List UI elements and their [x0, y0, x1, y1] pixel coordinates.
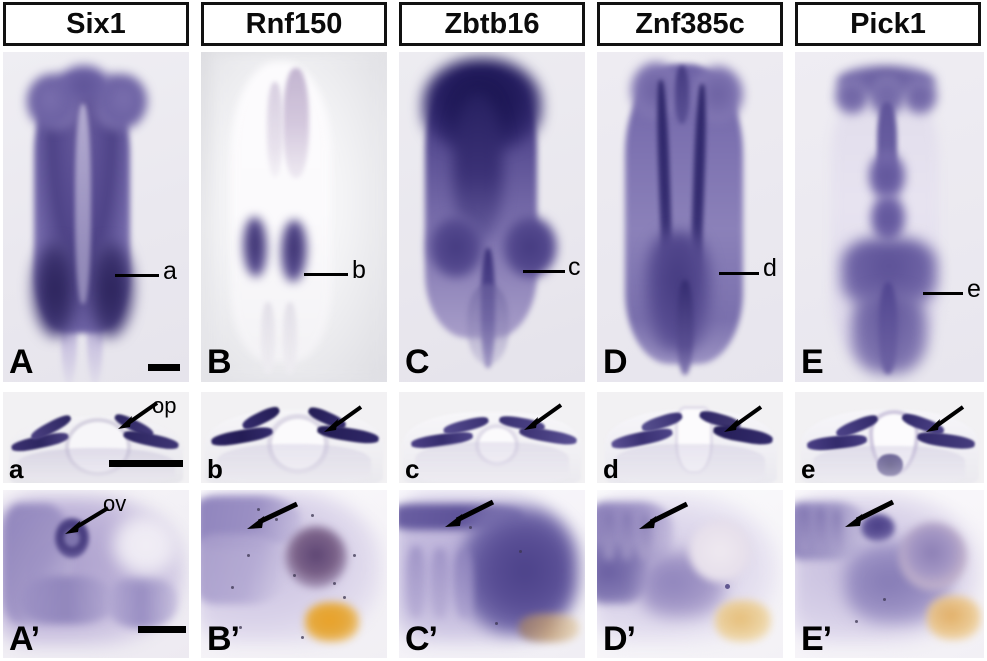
head-image: [795, 490, 984, 658]
arrow-icon: [118, 401, 159, 429]
scale-bar-A: [148, 364, 180, 371]
panel-letter-B: B: [207, 343, 232, 381]
panel-Bprime-rnf150-lateral: B’: [201, 490, 387, 658]
panel-E-pick1-dorsal: e E: [795, 52, 984, 382]
embryo-image: [597, 52, 783, 382]
scale-bar-a: [109, 460, 183, 467]
panel-letter-Cprime: C’: [405, 620, 438, 658]
panel-Dprime-znf385c-lateral: D’: [597, 490, 783, 658]
arrow-icon: [524, 403, 563, 430]
panel-letter-C: C: [405, 343, 430, 381]
panel-letter-E: E: [801, 343, 824, 381]
panel-letter-Aprime: A’: [9, 620, 40, 658]
head-image: [399, 490, 585, 658]
embryo-image: [795, 52, 984, 382]
panel-letter-Dprime: D’: [603, 620, 636, 658]
panel-Cprime-zbtb16-lateral: C’: [399, 490, 585, 658]
callout-label-c: c: [568, 253, 581, 281]
arrow-icon: [845, 499, 895, 527]
gene-label: Six1: [66, 7, 126, 40]
panel-Aprime-six1-lateral: ov A’: [3, 490, 189, 658]
leader-line-b: [304, 273, 348, 276]
arrow-icon: [445, 499, 495, 527]
panel-D-znf385c-dorsal: d D: [597, 52, 783, 382]
arrow-icon: [639, 501, 689, 529]
scale-bar-Aprime: [138, 626, 186, 633]
gene-header-rnf150: Rnf150: [201, 2, 387, 46]
panel-letter-Bprime: B’: [207, 620, 240, 658]
callout-label-b: b: [352, 256, 366, 284]
leader-line-c: [523, 270, 565, 273]
annotation-op: op: [152, 393, 177, 418]
panel-A-six1-dorsal: a A: [3, 52, 189, 382]
gene-label: Zbtb16: [444, 7, 540, 40]
panel-letter-c: c: [405, 454, 420, 483]
panel-letter-e: e: [801, 454, 816, 483]
head-image: [201, 490, 387, 658]
panel-letter-b: b: [207, 454, 223, 483]
panel-Eprime-pick1-lateral: E’: [795, 490, 984, 658]
callout-label-e: e: [967, 275, 981, 303]
leader-line-d: [719, 272, 759, 275]
head-image: [3, 490, 189, 658]
leader-line-a: [115, 274, 159, 277]
panel-C-zbtb16-dorsal: c C: [399, 52, 585, 382]
arrow-icon: [247, 501, 299, 529]
head-image: [597, 490, 783, 658]
embryo-image: [3, 52, 189, 382]
panel-letter-Eprime: E’: [801, 620, 832, 658]
panel-B-rnf150-dorsal: b B: [201, 52, 387, 382]
section-image: [795, 392, 984, 483]
leader-line-e: [923, 292, 963, 295]
arrow-icon: [724, 405, 763, 432]
gene-header-pick1: Pick1: [795, 2, 981, 46]
gene-header-zbtb16: Zbtb16: [399, 2, 585, 46]
panel-letter-D: D: [603, 343, 628, 381]
panel-letter-a: a: [9, 454, 24, 483]
section-image: [399, 392, 585, 483]
gene-header-six1: Six1: [3, 2, 189, 46]
panel-e-pick1-section: e: [795, 392, 984, 483]
panel-b-rnf150-section: b: [201, 392, 387, 483]
gene-label: Pick1: [850, 7, 926, 40]
panel-letter-d: d: [603, 454, 619, 483]
gene-label: Rnf150: [245, 7, 343, 40]
callout-label-d: d: [763, 254, 777, 282]
arrow-icon: [324, 405, 363, 432]
panel-a-six1-section: op a: [3, 392, 189, 483]
embryo-image: [399, 52, 585, 382]
section-image: [201, 392, 387, 483]
section-image: [597, 392, 783, 483]
panel-d-znf385c-section: d: [597, 392, 783, 483]
panel-letter-A: A: [9, 343, 34, 381]
callout-label-a: a: [163, 257, 177, 285]
gene-label: Znf385c: [635, 7, 745, 40]
gene-header-znf385c: Znf385c: [597, 2, 783, 46]
arrow-icon: [65, 506, 110, 534]
panel-c-zbtb16-section: c: [399, 392, 585, 483]
embryo-image: [201, 52, 387, 382]
arrow-icon: [926, 405, 965, 432]
annotation-ov: ov: [103, 491, 127, 516]
